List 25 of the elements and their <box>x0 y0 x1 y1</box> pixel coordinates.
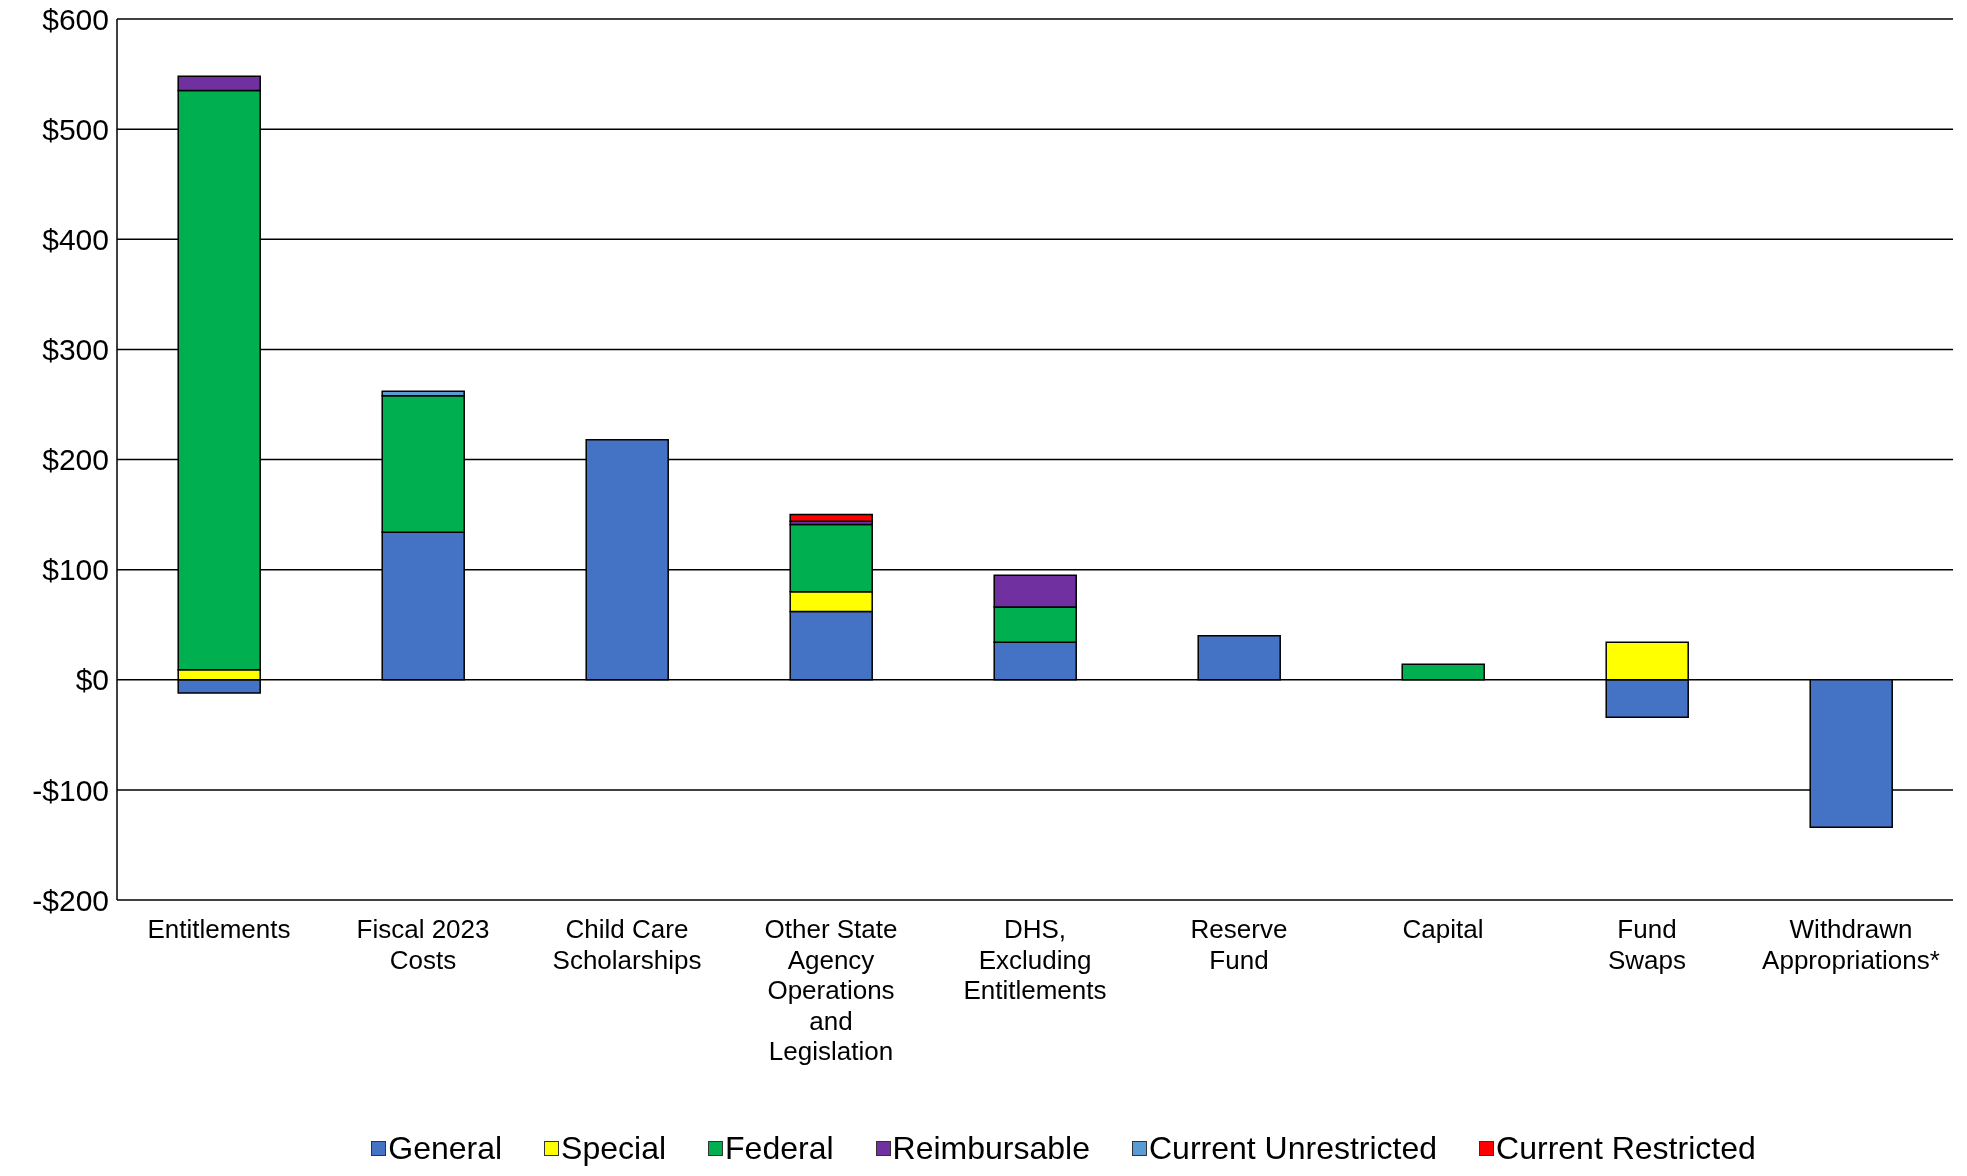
y-tick-label: -$100 <box>32 773 109 807</box>
x-tick-label: Entitlements <box>147 914 291 944</box>
x-tick-label: Fiscal 2023 Costs <box>356 914 490 975</box>
x-tick-label: DHS, Excluding Entitlements <box>963 914 1107 1005</box>
y-tick-label: $200 <box>42 443 109 477</box>
legend-label: Reimbursable <box>892 1129 1090 1167</box>
y-tick-label: $300 <box>42 333 109 367</box>
y-tick-label: $100 <box>42 553 109 587</box>
x-tick-label: Capital <box>1402 914 1484 944</box>
y-tick-label: -$200 <box>32 883 109 917</box>
legend-label: Federal <box>725 1129 834 1167</box>
x-tick-label: Reserve Fund <box>1190 914 1288 975</box>
legend-label: General <box>388 1129 503 1167</box>
y-tick-label: $600 <box>42 2 109 36</box>
x-tick-label: Other State Agency Operations and Legislation <box>764 914 898 1066</box>
legend-label: Current Restricted <box>1496 1129 1756 1167</box>
bar <box>789 513 873 522</box>
x-tick-label: Withdrawn Appropriations* <box>1762 914 1940 975</box>
legend-label: Special <box>561 1129 667 1167</box>
y-tick-label: $400 <box>42 222 109 256</box>
y-tick-label: $0 <box>75 663 109 697</box>
y-tick-label: $500 <box>42 112 109 146</box>
legend-label: Current Unrestricted <box>1148 1129 1438 1167</box>
x-tick-label: Child Care Scholarships <box>552 914 702 975</box>
x-tick-label: Fund Swaps <box>1607 914 1687 975</box>
